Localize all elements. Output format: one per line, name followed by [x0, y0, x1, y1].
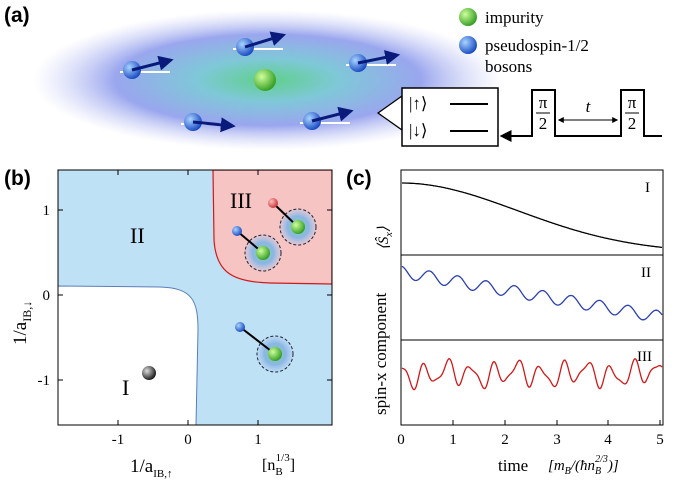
label-sub: IB,↓: [20, 301, 34, 322]
pulse-denominator: 2: [539, 114, 548, 133]
legend-label: impurity: [485, 8, 544, 27]
y-tick-label: 1: [43, 203, 51, 219]
x-tick-label: 5: [656, 432, 664, 448]
boson: [268, 198, 278, 208]
spin-arrow: [131, 55, 174, 72]
signals: [401, 182, 663, 391]
legend-label: bosons: [485, 57, 532, 76]
region-label: I: [122, 375, 129, 400]
region-fill: [58, 285, 199, 425]
y-axis-label: spin-x component: [371, 292, 390, 415]
unit-label: [nB 1/3]: [262, 452, 295, 478]
bosons: [120, 31, 401, 133]
impurity-atom: [256, 246, 270, 260]
impurity-atom: [254, 69, 276, 91]
label-main: 1/a: [10, 321, 31, 345]
state-down: |↓⟩: [409, 121, 428, 140]
panel-label: (c): [346, 167, 372, 190]
x-tick-label: -1: [112, 432, 125, 448]
region-label: II: [130, 223, 145, 248]
signal-curve: [401, 357, 663, 391]
signal-curve: [401, 265, 663, 321]
bare-impurity: [142, 366, 156, 380]
pulse-denominator: 2: [628, 114, 637, 133]
unit-part: /(ħn: [570, 458, 595, 474]
molecules: [232, 198, 317, 373]
unit-part: [m: [548, 458, 565, 474]
unit-part: 2/3: [595, 454, 608, 465]
panel-label: (b): [4, 167, 31, 190]
interval-label: t: [586, 97, 592, 116]
y-tick-label: -1: [38, 373, 51, 389]
legend-marker: [459, 8, 477, 26]
impurity-atom: [268, 347, 282, 361]
boson: [232, 226, 242, 236]
unit-part: 1/3: [276, 452, 291, 464]
boson: [235, 322, 245, 332]
y-axis-label: 1/aIB,↓: [10, 301, 34, 345]
label-part: ⟩: [376, 226, 392, 232]
pulse-sequence: [499, 89, 662, 142]
phase-diagram: [58, 170, 332, 425]
x-axis-label: 1/aIB,↑: [130, 456, 172, 480]
impurity-atom: [291, 220, 305, 234]
unit-part: [n: [262, 457, 275, 474]
x-tick-label: 0: [397, 432, 405, 448]
row-label: II: [641, 265, 651, 281]
ticks: [58, 170, 332, 425]
region-fill: [212, 170, 332, 285]
legend-marker: [459, 36, 477, 54]
spin-arrow: [311, 106, 354, 123]
x-tick-label: 1: [449, 432, 457, 448]
region-label: III: [230, 188, 252, 213]
unit-part: )]: [607, 458, 619, 474]
y-tick-label: 0: [43, 288, 51, 304]
label-sub: IB,↑: [153, 468, 172, 480]
unit-label: [mB/(ħnB2/3)]: [548, 454, 619, 477]
label-part: ⟨Ŝ: [375, 236, 392, 250]
label-part: x: [384, 232, 395, 238]
unit-part: B: [595, 466, 601, 477]
row-label: I: [645, 180, 650, 196]
unit-part: B: [275, 466, 282, 478]
state-up: |↑⟩: [409, 94, 428, 113]
pulse-numerator: π: [628, 93, 637, 112]
x-tick-label: 3: [553, 432, 561, 448]
level-box: [401, 87, 499, 147]
spin-arrow: [244, 31, 287, 49]
pulse-numerator: π: [539, 93, 548, 112]
bond: [239, 326, 276, 355]
x-tick-label: 0: [184, 432, 192, 448]
signal-curve: [402, 182, 663, 249]
plot-frame: [57, 169, 333, 426]
plot-frame: [400, 169, 664, 426]
x-tick-label: 4: [604, 432, 612, 448]
legend-label: pseudospin-1/2: [485, 36, 589, 55]
unit-part: ]: [290, 457, 295, 474]
panel-label: (a): [4, 4, 30, 27]
x-tick-label: 2: [501, 432, 509, 448]
unit-part: B: [565, 466, 571, 477]
row-label: III: [637, 349, 652, 365]
label-main: 1/a: [130, 456, 154, 477]
x-axis-label: time: [498, 456, 528, 475]
ticks: [400, 420, 661, 425]
x-tick-label: 1: [254, 432, 262, 448]
spin-arrow: [357, 50, 401, 65]
spin-arrow: [192, 117, 236, 133]
observable-label: ⟨Ŝx⟩: [375, 226, 395, 250]
